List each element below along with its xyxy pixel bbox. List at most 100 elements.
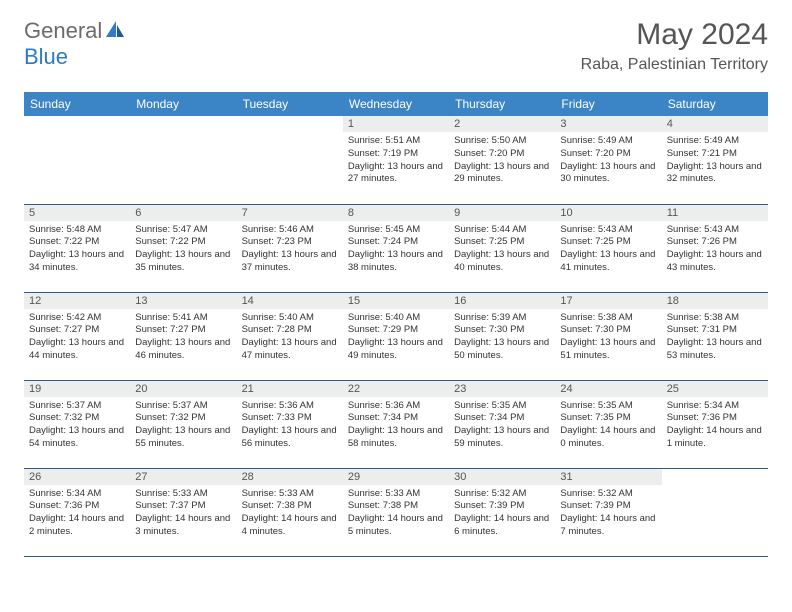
day-cell: 26Sunrise: 5:34 AMSunset: 7:36 PMDayligh… (24, 468, 130, 556)
location-text: Raba, Palestinian Territory (581, 56, 768, 74)
day-number: 2 (449, 116, 555, 132)
day-number: 24 (555, 381, 661, 397)
day-cell: 8Sunrise: 5:45 AMSunset: 7:24 PMDaylight… (343, 204, 449, 292)
day-number: 12 (24, 293, 130, 309)
day-details: Sunrise: 5:38 AMSunset: 7:30 PMDaylight:… (555, 309, 661, 367)
day-number: 10 (555, 205, 661, 221)
day-details: Sunrise: 5:40 AMSunset: 7:29 PMDaylight:… (343, 309, 449, 367)
weekday-header: Sunday (24, 92, 130, 116)
day-details: Sunrise: 5:33 AMSunset: 7:38 PMDaylight:… (343, 485, 449, 543)
day-number: 7 (237, 205, 343, 221)
day-number: 1 (343, 116, 449, 132)
weekday-header: Wednesday (343, 92, 449, 116)
day-number: 8 (343, 205, 449, 221)
day-number: 15 (343, 293, 449, 309)
day-number: 16 (449, 293, 555, 309)
day-details: Sunrise: 5:43 AMSunset: 7:26 PMDaylight:… (662, 221, 768, 279)
day-number: 28 (237, 469, 343, 485)
day-details: Sunrise: 5:33 AMSunset: 7:38 PMDaylight:… (237, 485, 343, 543)
month-title: May 2024 (581, 18, 768, 52)
day-details: Sunrise: 5:38 AMSunset: 7:31 PMDaylight:… (662, 309, 768, 367)
calendar-row: 1Sunrise: 5:51 AMSunset: 7:19 PMDaylight… (24, 116, 768, 204)
day-details: Sunrise: 5:49 AMSunset: 7:21 PMDaylight:… (662, 132, 768, 190)
day-cell: 18Sunrise: 5:38 AMSunset: 7:31 PMDayligh… (662, 292, 768, 380)
brand-logo: General (24, 18, 128, 44)
day-cell: 1Sunrise: 5:51 AMSunset: 7:19 PMDaylight… (343, 116, 449, 204)
day-details: Sunrise: 5:48 AMSunset: 7:22 PMDaylight:… (24, 221, 130, 279)
day-cell: 15Sunrise: 5:40 AMSunset: 7:29 PMDayligh… (343, 292, 449, 380)
day-cell: 2Sunrise: 5:50 AMSunset: 7:20 PMDaylight… (449, 116, 555, 204)
day-cell: 27Sunrise: 5:33 AMSunset: 7:37 PMDayligh… (130, 468, 236, 556)
day-number: 14 (237, 293, 343, 309)
weekday-header: Thursday (449, 92, 555, 116)
day-cell: 4Sunrise: 5:49 AMSunset: 7:21 PMDaylight… (662, 116, 768, 204)
day-number: 29 (343, 469, 449, 485)
day-details: Sunrise: 5:34 AMSunset: 7:36 PMDaylight:… (24, 485, 130, 543)
day-number: 26 (24, 469, 130, 485)
day-details: Sunrise: 5:42 AMSunset: 7:27 PMDaylight:… (24, 309, 130, 367)
day-cell: 19Sunrise: 5:37 AMSunset: 7:32 PMDayligh… (24, 380, 130, 468)
brand-blue-wrap: Blue (24, 44, 68, 70)
day-details: Sunrise: 5:34 AMSunset: 7:36 PMDaylight:… (662, 397, 768, 455)
day-cell: 6Sunrise: 5:47 AMSunset: 7:22 PMDaylight… (130, 204, 236, 292)
day-cell: 3Sunrise: 5:49 AMSunset: 7:20 PMDaylight… (555, 116, 661, 204)
day-cell: 10Sunrise: 5:43 AMSunset: 7:25 PMDayligh… (555, 204, 661, 292)
title-block: May 2024 Raba, Palestinian Territory (581, 18, 768, 74)
day-cell: 5Sunrise: 5:48 AMSunset: 7:22 PMDaylight… (24, 204, 130, 292)
day-number: 9 (449, 205, 555, 221)
empty-cell (237, 116, 343, 204)
day-number: 13 (130, 293, 236, 309)
day-number: 30 (449, 469, 555, 485)
day-details: Sunrise: 5:40 AMSunset: 7:28 PMDaylight:… (237, 309, 343, 367)
weekday-header: Monday (130, 92, 236, 116)
weekday-row: SundayMondayTuesdayWednesdayThursdayFrid… (24, 92, 768, 116)
day-details: Sunrise: 5:35 AMSunset: 7:35 PMDaylight:… (555, 397, 661, 455)
day-cell: 14Sunrise: 5:40 AMSunset: 7:28 PMDayligh… (237, 292, 343, 380)
day-number: 4 (662, 116, 768, 132)
calendar-body: 1Sunrise: 5:51 AMSunset: 7:19 PMDaylight… (24, 116, 768, 556)
day-number: 17 (555, 293, 661, 309)
empty-cell (130, 116, 236, 204)
day-details: Sunrise: 5:47 AMSunset: 7:22 PMDaylight:… (130, 221, 236, 279)
day-cell: 29Sunrise: 5:33 AMSunset: 7:38 PMDayligh… (343, 468, 449, 556)
day-number: 11 (662, 205, 768, 221)
day-number: 5 (24, 205, 130, 221)
day-number: 19 (24, 381, 130, 397)
day-cell: 9Sunrise: 5:44 AMSunset: 7:25 PMDaylight… (449, 204, 555, 292)
day-cell: 11Sunrise: 5:43 AMSunset: 7:26 PMDayligh… (662, 204, 768, 292)
day-details: Sunrise: 5:32 AMSunset: 7:39 PMDaylight:… (449, 485, 555, 543)
day-details: Sunrise: 5:49 AMSunset: 7:20 PMDaylight:… (555, 132, 661, 190)
day-number: 20 (130, 381, 236, 397)
weekday-header: Friday (555, 92, 661, 116)
day-cell: 13Sunrise: 5:41 AMSunset: 7:27 PMDayligh… (130, 292, 236, 380)
brand-text-blue: Blue (24, 44, 68, 69)
day-details: Sunrise: 5:33 AMSunset: 7:37 PMDaylight:… (130, 485, 236, 543)
day-details: Sunrise: 5:37 AMSunset: 7:32 PMDaylight:… (24, 397, 130, 455)
day-cell: 28Sunrise: 5:33 AMSunset: 7:38 PMDayligh… (237, 468, 343, 556)
day-number: 23 (449, 381, 555, 397)
day-details: Sunrise: 5:43 AMSunset: 7:25 PMDaylight:… (555, 221, 661, 279)
brand-sail-icon (104, 19, 126, 44)
day-cell: 23Sunrise: 5:35 AMSunset: 7:34 PMDayligh… (449, 380, 555, 468)
day-cell: 7Sunrise: 5:46 AMSunset: 7:23 PMDaylight… (237, 204, 343, 292)
calendar-row: 26Sunrise: 5:34 AMSunset: 7:36 PMDayligh… (24, 468, 768, 556)
day-cell: 12Sunrise: 5:42 AMSunset: 7:27 PMDayligh… (24, 292, 130, 380)
day-number: 21 (237, 381, 343, 397)
day-details: Sunrise: 5:36 AMSunset: 7:34 PMDaylight:… (343, 397, 449, 455)
day-details: Sunrise: 5:46 AMSunset: 7:23 PMDaylight:… (237, 221, 343, 279)
day-details: Sunrise: 5:44 AMSunset: 7:25 PMDaylight:… (449, 221, 555, 279)
day-details: Sunrise: 5:37 AMSunset: 7:32 PMDaylight:… (130, 397, 236, 455)
header: General May 2024 Raba, Palestinian Terri… (0, 0, 792, 82)
day-details: Sunrise: 5:50 AMSunset: 7:20 PMDaylight:… (449, 132, 555, 190)
day-details: Sunrise: 5:45 AMSunset: 7:24 PMDaylight:… (343, 221, 449, 279)
day-cell: 20Sunrise: 5:37 AMSunset: 7:32 PMDayligh… (130, 380, 236, 468)
day-cell: 16Sunrise: 5:39 AMSunset: 7:30 PMDayligh… (449, 292, 555, 380)
day-cell: 21Sunrise: 5:36 AMSunset: 7:33 PMDayligh… (237, 380, 343, 468)
brand-text-general: General (24, 18, 102, 44)
day-cell: 30Sunrise: 5:32 AMSunset: 7:39 PMDayligh… (449, 468, 555, 556)
day-details: Sunrise: 5:35 AMSunset: 7:34 PMDaylight:… (449, 397, 555, 455)
day-cell: 17Sunrise: 5:38 AMSunset: 7:30 PMDayligh… (555, 292, 661, 380)
day-cell: 25Sunrise: 5:34 AMSunset: 7:36 PMDayligh… (662, 380, 768, 468)
day-details: Sunrise: 5:39 AMSunset: 7:30 PMDaylight:… (449, 309, 555, 367)
day-number: 22 (343, 381, 449, 397)
